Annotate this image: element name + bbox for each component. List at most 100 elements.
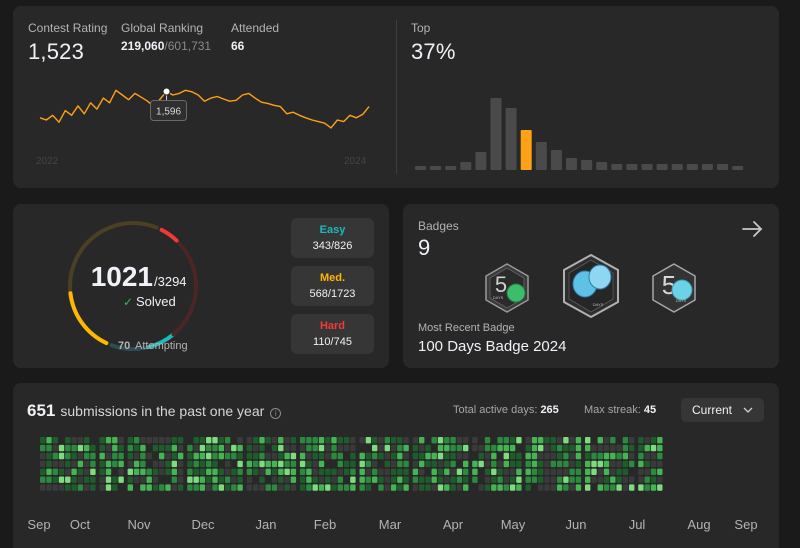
heatmap-cell [644,437,650,444]
heatmap-cell [105,468,112,475]
heatmap-cell [550,444,556,452]
heatmap-cell [237,484,243,491]
heatmap-cell [544,460,550,468]
heatmap-cell [165,468,171,475]
heatmap-cell [516,437,522,444]
heatmap-cell [259,452,265,460]
heatmap-cell [350,468,356,475]
heatmap-cell [165,437,171,444]
heatmap-cell [638,444,644,452]
heatmap-cell [525,468,531,475]
heatmap-cell [444,460,450,468]
heatmap-cell [610,468,616,475]
heatmap-cell [177,468,184,475]
heatmap-cell [591,476,597,483]
submission-heatmap[interactable]: Sep Oct Nov Dec Jan Feb Mar Apr May Jun Jul Aug Sep [13,383,779,548]
heatmap-cell [525,444,531,452]
max-streak-value: 45 [643,404,657,416]
heatmap-cell [218,476,224,483]
svg-text:DAYS: DAYS [676,298,687,303]
info-icon[interactable]: i [270,408,282,419]
heatmap-cell [337,437,343,444]
heatmap-cell [378,452,384,460]
heatmap-cell [575,437,582,444]
heatmap-cell [516,468,522,475]
heatmap-cell [246,476,253,483]
heatmap-cell [550,452,556,460]
heatmap-cell [350,437,356,444]
histogram-bar [505,108,517,170]
submissions-heatmap-card: 651 submissions in the past one year i T… [13,383,779,548]
rating-line-chart[interactable]: 1,596 2022 2024 [13,6,396,188]
heatmap-cell [425,476,431,483]
heatmap-cell [40,452,46,460]
heatmap-cell [118,444,124,452]
badges-card: Badges 9 5 DAYS DAYS 5 DAYS [403,204,779,368]
heatmap-cell [638,468,644,475]
heatmap-cell [503,484,509,491]
heatmap-cell [193,437,199,444]
svg-text:DAYS: DAYS [593,302,604,307]
heatmap-cell [118,452,124,460]
heatmap-cell [152,484,159,491]
heatmap-cell [84,444,90,452]
heatmap-cell [397,437,403,444]
heatmap-cell [412,444,419,452]
heatmap-cell [550,476,556,483]
heatmap-cell [306,437,312,444]
heatmap-cell [444,444,450,452]
heatmap-cell [290,484,297,491]
heatmap-cell [397,484,403,491]
heatmap-cell [563,476,569,483]
heatmap-cell [597,468,603,475]
year-select[interactable]: Current [681,398,764,422]
heatmap-cell [472,468,478,475]
rating-distribution-histogram[interactable] [13,6,779,188]
heatmap-cell [437,452,444,460]
heatmap-cell [419,484,425,491]
heatmap-cell [412,460,419,468]
histogram-bar [611,164,623,170]
heatmap-cell [118,460,124,468]
month-label: Mar [379,517,402,532]
heatmap-cell [629,437,635,444]
heatmap-cell [290,452,297,460]
heatmap-cell [538,468,544,475]
heatmap-cell [544,476,550,483]
hard-difficulty-box[interactable]: Hard 110/745 [291,314,374,354]
heatmap-cell [71,460,77,468]
heatmap-cell [472,476,478,483]
heatmap-cell [597,452,603,460]
heatmap-cell [253,484,259,491]
heatmap-cell [503,452,509,460]
heatmap-cell [290,468,297,475]
heatmap-cell [365,460,372,468]
heatmap-cell [306,444,312,452]
heatmap-cell [99,452,105,460]
heatmap-cell [278,444,284,452]
heatmap-cell [165,484,171,491]
heatmap-cell [538,484,544,491]
heatmap-cell [437,484,444,491]
heatmap-cell [538,452,544,460]
heatmap-cell [253,460,259,468]
heatmap-cell [378,484,384,491]
heatmap-cell [343,468,350,475]
heatmap-cell [237,444,243,452]
medium-difficulty-box[interactable]: Med. 568/1723 [291,266,374,306]
heatmap-cell [218,444,224,452]
heatmap-cell [71,437,77,444]
heatmap-cell [603,437,610,444]
heatmap-cell [384,444,390,452]
hard-ring-progress [159,227,179,243]
heatmap-cell [622,452,629,460]
year-select-value: Current [692,403,733,417]
easy-difficulty-box[interactable]: Easy 343/826 [291,218,374,258]
heatmap-cell [478,484,484,491]
heatmap-cell [171,468,177,475]
heatmap-cell [365,437,372,444]
heatmap-cell [509,452,516,460]
heatmap-cell [312,437,318,444]
solved-progress-ring[interactable]: 1021 /3294 ✓ Solved 70 Attempting [13,204,283,368]
heatmap-cell [118,476,124,483]
